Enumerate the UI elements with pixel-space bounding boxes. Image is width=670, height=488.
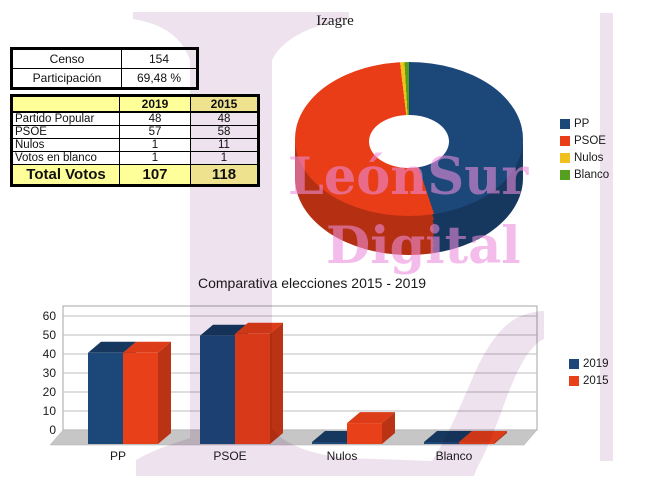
value-2015-cell: 58 xyxy=(190,125,259,139)
legend-item: PP xyxy=(560,115,609,132)
legend-swatch-icon xyxy=(569,358,579,369)
bar-front xyxy=(459,442,494,444)
total-value-cell: 118 xyxy=(190,164,259,186)
table-row: Nulos 1 11 xyxy=(11,138,259,152)
censo-label-cell: Censo xyxy=(11,48,122,69)
pie-legend: PP PSOE Nulos Blanco xyxy=(560,115,609,183)
legend-label: PP xyxy=(574,117,590,130)
y-tick-label: 0 xyxy=(49,423,56,437)
legend-swatch-icon xyxy=(560,152,570,163)
value-2019-cell: 48 xyxy=(119,111,191,126)
bar-side xyxy=(270,322,283,444)
party-label-cell: Partido Popular xyxy=(11,111,120,126)
x-category-label: PSOE xyxy=(213,449,246,463)
value-2019-cell: 1 xyxy=(119,138,191,152)
bar-top xyxy=(123,341,171,353)
bar-side xyxy=(494,431,507,444)
chart-wall xyxy=(62,305,538,431)
bar-side xyxy=(235,324,248,444)
party-label-cell: Votos en blanco xyxy=(11,151,120,165)
legend-swatch-icon xyxy=(569,375,579,386)
table-row: Votos en blanco 1 1 xyxy=(11,151,259,165)
bar-front xyxy=(235,333,270,444)
bar-side xyxy=(459,431,472,444)
bar-front xyxy=(347,423,382,444)
year-header-cell: 2015 xyxy=(190,95,259,113)
year-header-cell xyxy=(11,95,120,113)
legend-item: Nulos xyxy=(560,149,609,166)
bar-top xyxy=(88,341,136,353)
bar-front xyxy=(200,335,235,444)
value-2015-cell: 1 xyxy=(190,151,259,165)
bar-front xyxy=(424,442,459,444)
censo-table: Censo 154 Participación 69,48 % xyxy=(10,47,199,90)
y-tick-label: 40 xyxy=(43,347,57,361)
legend-item: Blanco xyxy=(560,166,609,183)
legend-label: 2019 xyxy=(583,357,609,370)
y-tick-label: 60 xyxy=(43,309,57,323)
watermark-right-band xyxy=(600,13,613,461)
table-header-row: 2019 2015 xyxy=(11,95,259,113)
bar-side xyxy=(382,412,395,444)
legend-swatch-icon xyxy=(560,135,570,146)
table-row: PSOE 57 58 xyxy=(11,125,259,139)
bar-side xyxy=(347,431,360,444)
value-2019-cell: 1 xyxy=(119,151,191,165)
results-table: 2019 2015 Partido Popular 48 48 PSOE 57 58 Nulos… xyxy=(10,94,260,187)
y-tick-label: 20 xyxy=(43,385,57,399)
total-row: Total Votos 107 118 xyxy=(11,164,259,186)
censo-value-cell: 69,48 % xyxy=(121,68,198,89)
value-2015-cell: 48 xyxy=(190,111,259,126)
legend-item: PSOE xyxy=(560,132,609,149)
x-category-label: Blanco xyxy=(436,449,473,463)
bar-front xyxy=(312,442,347,444)
bar-top xyxy=(459,431,507,442)
chart-floor xyxy=(49,429,538,446)
bar-front xyxy=(88,352,123,444)
value-2019-cell: 57 xyxy=(119,125,191,139)
donut-chart xyxy=(295,62,523,262)
legend-item: 2019 xyxy=(569,355,609,372)
bar-side xyxy=(158,341,171,444)
table-row: Censo 154 xyxy=(11,48,198,69)
legend-label: Nulos xyxy=(574,151,604,164)
bar-top xyxy=(235,322,283,334)
bar-legend: 2019 2015 xyxy=(569,355,609,389)
censo-label-cell: Participación xyxy=(11,68,122,89)
party-label-cell: Nulos xyxy=(11,138,120,152)
legend-label: 2015 xyxy=(583,374,609,387)
censo-value-cell: 154 xyxy=(121,48,198,69)
bar-top xyxy=(312,431,360,442)
year-header-cell: 2019 xyxy=(119,95,191,113)
table-row: Partido Popular 48 48 xyxy=(11,111,259,126)
legend-item: 2015 xyxy=(569,372,609,389)
donut-hole xyxy=(369,115,449,168)
bar-top xyxy=(424,431,472,442)
page-title: Izagre xyxy=(316,13,354,29)
party-label-cell: PSOE xyxy=(11,125,120,139)
y-tick-label: 50 xyxy=(43,328,57,342)
bar-side xyxy=(123,341,136,444)
bar-chart-title: Comparativa elecciones 2015 - 2019 xyxy=(197,275,427,291)
y-tick-label: 10 xyxy=(43,404,57,418)
legend-swatch-icon xyxy=(560,169,570,180)
total-label-cell: Total Votos xyxy=(11,164,120,186)
x-category-label: Nulos xyxy=(327,449,358,463)
table-row: Participación 69,48 % xyxy=(11,68,198,89)
value-2015-cell: 11 xyxy=(190,138,259,152)
bar-top xyxy=(347,412,395,424)
bar-front xyxy=(123,352,158,444)
x-category-label: PP xyxy=(110,449,126,463)
legend-label: PSOE xyxy=(574,134,606,147)
y-tick-label: 30 xyxy=(43,366,57,380)
total-value-cell: 107 xyxy=(119,164,191,186)
legend-label: Blanco xyxy=(574,168,610,181)
legend-swatch-icon xyxy=(560,118,570,129)
bar-top xyxy=(200,324,248,336)
